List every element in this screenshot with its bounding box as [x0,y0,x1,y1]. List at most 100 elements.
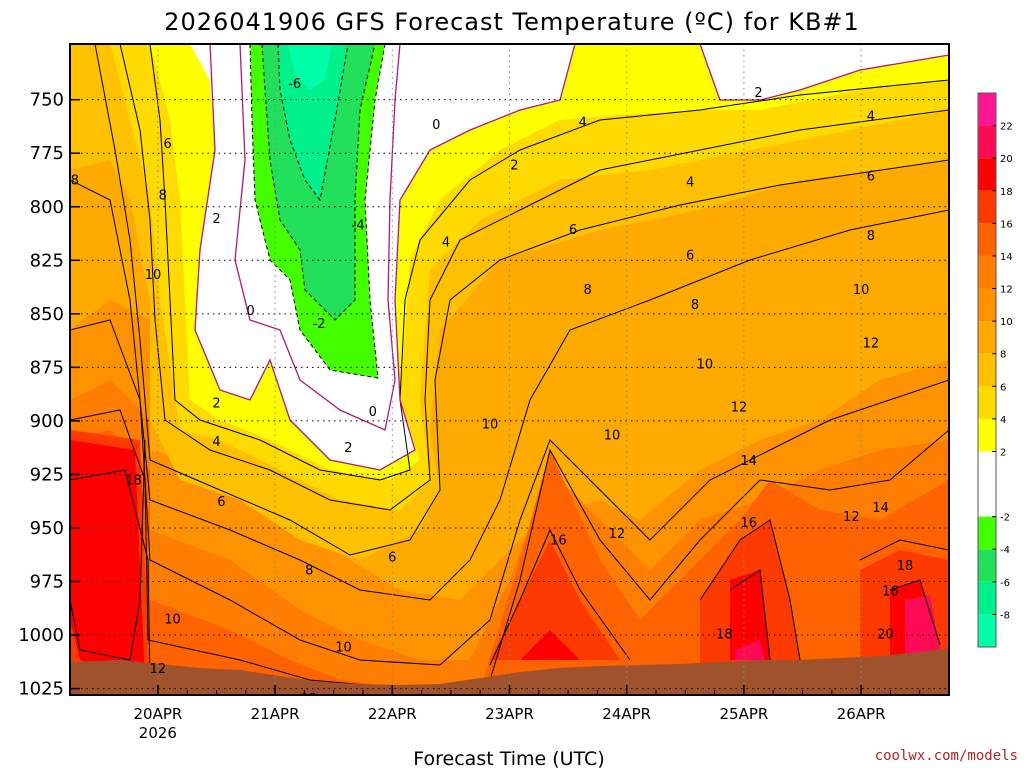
negative-contours [249,44,386,379]
y-tick-label: 750 [30,90,64,111]
colorbar-tick-label: 16 [1000,219,1013,230]
contour-label: 18 [125,473,142,488]
colorbar-tick-label: 4 [1000,415,1006,426]
contour-label: 2 [212,212,220,227]
contour-label: 6 [569,223,577,238]
contour-label: 2 [212,396,220,411]
x-tick-label: 23APR [485,705,534,723]
contour-label: 14 [741,454,758,469]
colorbar-tick-label: -4 [1000,545,1010,556]
contour-label: 10 [145,268,162,283]
temp-band-16-18 [70,430,949,690]
y-tick-label: 875 [30,357,64,378]
y-tick-label: 825 [30,250,64,271]
contour-label: 12 [863,336,880,351]
contour-label: 12 [609,527,626,542]
x-tick-label: 25APR [719,705,768,723]
contour-label: 10 [697,358,714,373]
y-tick-label: 1025 [18,679,64,700]
contour-label: 6 [164,137,172,152]
y-tick-label: 1000 [18,625,64,646]
x-tick-label: 24APR [602,705,651,723]
y-tick-label: 775 [30,143,64,164]
contour-label: -4 [352,219,365,234]
contour-label: 6 [867,169,875,184]
y-tick-label: 800 [30,197,64,218]
x-axis-label: Forecast Time (UTC) [413,748,604,768]
contour-label: 8 [691,298,699,313]
colorbar-swatch [978,125,996,159]
colorbar-tick-label: -2 [1000,513,1010,524]
contour-label: 2 [344,441,352,456]
colorbar-swatch [978,516,996,550]
colorbar-swatch [978,581,996,615]
ground-terrain [70,648,949,695]
colorbar-tick-label: -8 [1000,610,1010,621]
contour-label: 16 [550,533,567,548]
colorbar-swatch [978,321,996,354]
grid-lines [70,44,949,695]
contour-label: 6 [388,550,396,565]
colorbar-swatch [978,614,996,647]
temp-band-neg2-2 [190,44,949,470]
colorbar-tick-label: -6 [1000,578,1010,589]
contour-label: 4 [212,435,220,450]
contour-label: 0 [432,118,440,133]
colorbar-swatch [978,288,996,322]
colorbar-swatch [978,353,996,387]
colorbar-tick-label: 22 [1000,122,1013,133]
colorbar-swatch [978,93,996,126]
x-tick-label: 21APR [251,705,300,723]
contour-label: 4 [867,109,875,124]
colorbar-tick-label: 6 [1000,382,1006,393]
contour-label: 6 [217,495,225,510]
contour-label: -2 [313,317,326,332]
contour-label: 12 [731,401,748,416]
contour-label: 8 [159,189,167,204]
chart-title: 2026041906 GFS Forecast Temperature (ºC)… [164,8,860,36]
colorbar-swatch [978,223,996,256]
contour-label: 10 [604,428,621,443]
colorbar-swatch [978,158,996,191]
x-tick-label: 26APR [837,705,886,723]
colorbar-tick-label: 12 [1000,285,1013,296]
contour-labels: 868101810121420246-6-4-20281012602410164… [71,77,914,695]
colorbar-swatch [978,549,996,582]
colorbar-swatch [978,418,996,452]
contour-label: 14 [872,501,889,516]
y-tick-label: 925 [30,464,64,485]
contour-label: 4 [442,236,450,251]
contour-label: 2 [754,86,762,101]
contour-label: 10 [164,613,181,628]
contour-label: 2 [510,159,518,174]
y-tick-label: 900 [30,411,64,432]
contour-label: 6 [686,249,694,264]
contour-label: 0 [369,405,377,420]
contour-label: 10 [335,640,352,655]
colorbar-tick-label: 14 [1000,252,1013,263]
credit-label: coolwx.com/models [875,748,1018,764]
y-tick-label: 850 [30,304,64,325]
contour-label: 8 [305,563,313,578]
contour-label: 0 [247,304,255,319]
contour-label: 4 [579,116,587,131]
contour-label: 16 [882,585,899,600]
contour-label: 10 [482,418,499,433]
contour-label: 4 [686,176,694,191]
contour-label: 16 [741,516,758,531]
contour-label: 8 [71,174,79,189]
contour-label: 12 [843,510,860,525]
contour-label: 20 [877,628,894,643]
temp-band-20-22 [735,595,940,660]
contour-label: 18 [897,559,914,574]
y-tick-label: 975 [30,572,64,593]
contour-label: 18 [716,628,733,643]
colorbar-tick-label: 8 [1000,350,1006,361]
colorbar-tick-label: 10 [1000,317,1013,328]
colorbar-tick-label: 2 [1000,447,1006,458]
contour-lines [70,44,949,691]
contour-label: 10 [853,283,870,298]
x-tick-label: 20APR [133,705,182,723]
